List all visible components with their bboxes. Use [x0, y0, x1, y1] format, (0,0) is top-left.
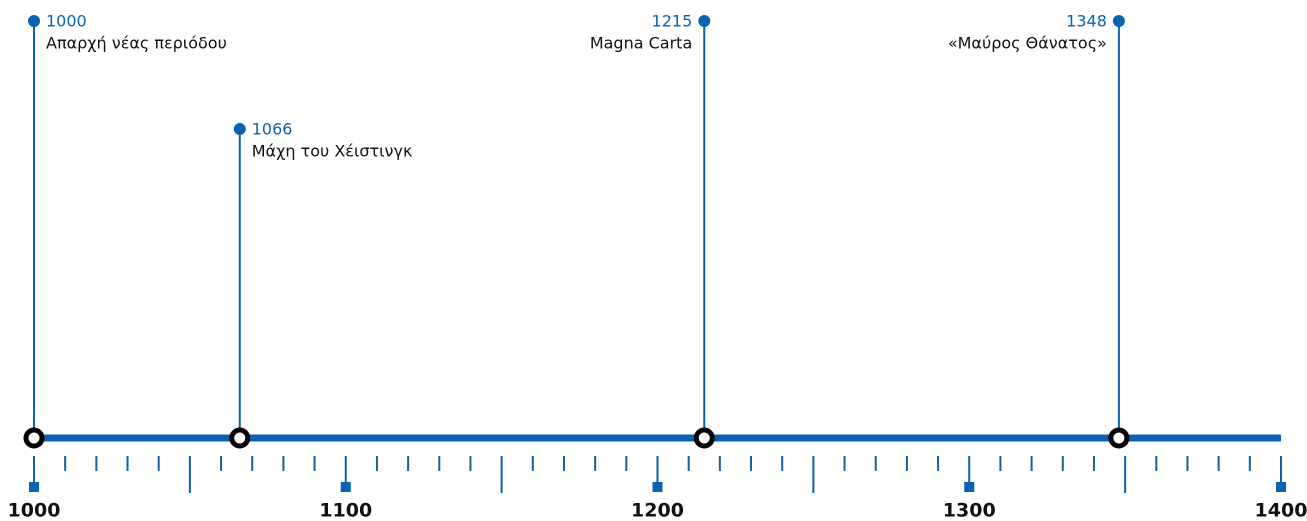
- x-tick-label: 1400: [1255, 500, 1307, 521]
- x-tick-label: 1200: [631, 500, 684, 521]
- event-label: Magna Carta: [590, 34, 692, 53]
- event-dot: [233, 123, 246, 135]
- event-label: Απαρχή νέας περιόδου: [46, 34, 227, 53]
- x-tick-label: 1300: [943, 500, 996, 521]
- event-year: 1000: [46, 12, 87, 31]
- major-tick-square: [1276, 482, 1286, 492]
- event-label: «Μαύρος Θάνατος»: [948, 34, 1107, 53]
- event-year: 1215: [652, 12, 693, 31]
- event-dot: [1112, 15, 1125, 27]
- x-tick-label: 1000: [8, 500, 61, 521]
- event-marker: [23, 427, 45, 449]
- event-marker: [693, 427, 715, 449]
- event-marker: [229, 427, 251, 449]
- major-tick-square: [964, 482, 975, 492]
- major-tick-square: [340, 482, 351, 492]
- event-label: Μάχη του Χέιστινγκ: [252, 142, 413, 161]
- event-dot: [28, 15, 40, 27]
- event-year: 1348: [1066, 12, 1107, 31]
- major-tick-square: [29, 482, 39, 492]
- event-year: 1066: [252, 120, 293, 139]
- event-dot: [698, 15, 711, 27]
- major-tick-square: [652, 482, 663, 492]
- x-tick-label: 1100: [319, 500, 372, 521]
- event-marker: [1108, 427, 1130, 449]
